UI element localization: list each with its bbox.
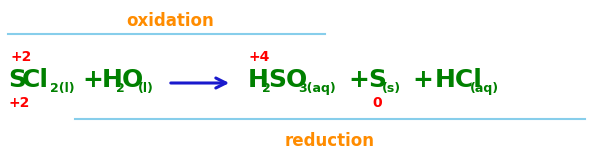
Text: 0: 0 <box>372 96 382 110</box>
Text: +: + <box>82 68 103 92</box>
Text: +: + <box>412 68 433 92</box>
Text: +2: +2 <box>8 96 29 110</box>
Text: 2(l): 2(l) <box>50 82 74 95</box>
Text: HCl: HCl <box>435 68 483 92</box>
Text: +4: +4 <box>248 50 269 64</box>
Text: (s): (s) <box>382 82 401 95</box>
Text: 2: 2 <box>262 82 271 95</box>
Text: reduction: reduction <box>285 132 375 150</box>
Text: +: + <box>348 68 369 92</box>
Text: S: S <box>8 68 26 92</box>
Text: oxidation: oxidation <box>126 12 214 30</box>
Text: H: H <box>102 68 123 92</box>
Text: SO: SO <box>268 68 307 92</box>
Text: O: O <box>122 68 143 92</box>
Text: 2: 2 <box>116 82 125 95</box>
Text: +2: +2 <box>10 50 31 64</box>
Text: S: S <box>368 68 386 92</box>
Text: (aq): (aq) <box>470 82 499 95</box>
Text: (l): (l) <box>138 82 154 95</box>
Text: Cl: Cl <box>22 68 49 92</box>
Text: 3(aq): 3(aq) <box>298 82 336 95</box>
Text: H: H <box>248 68 269 92</box>
